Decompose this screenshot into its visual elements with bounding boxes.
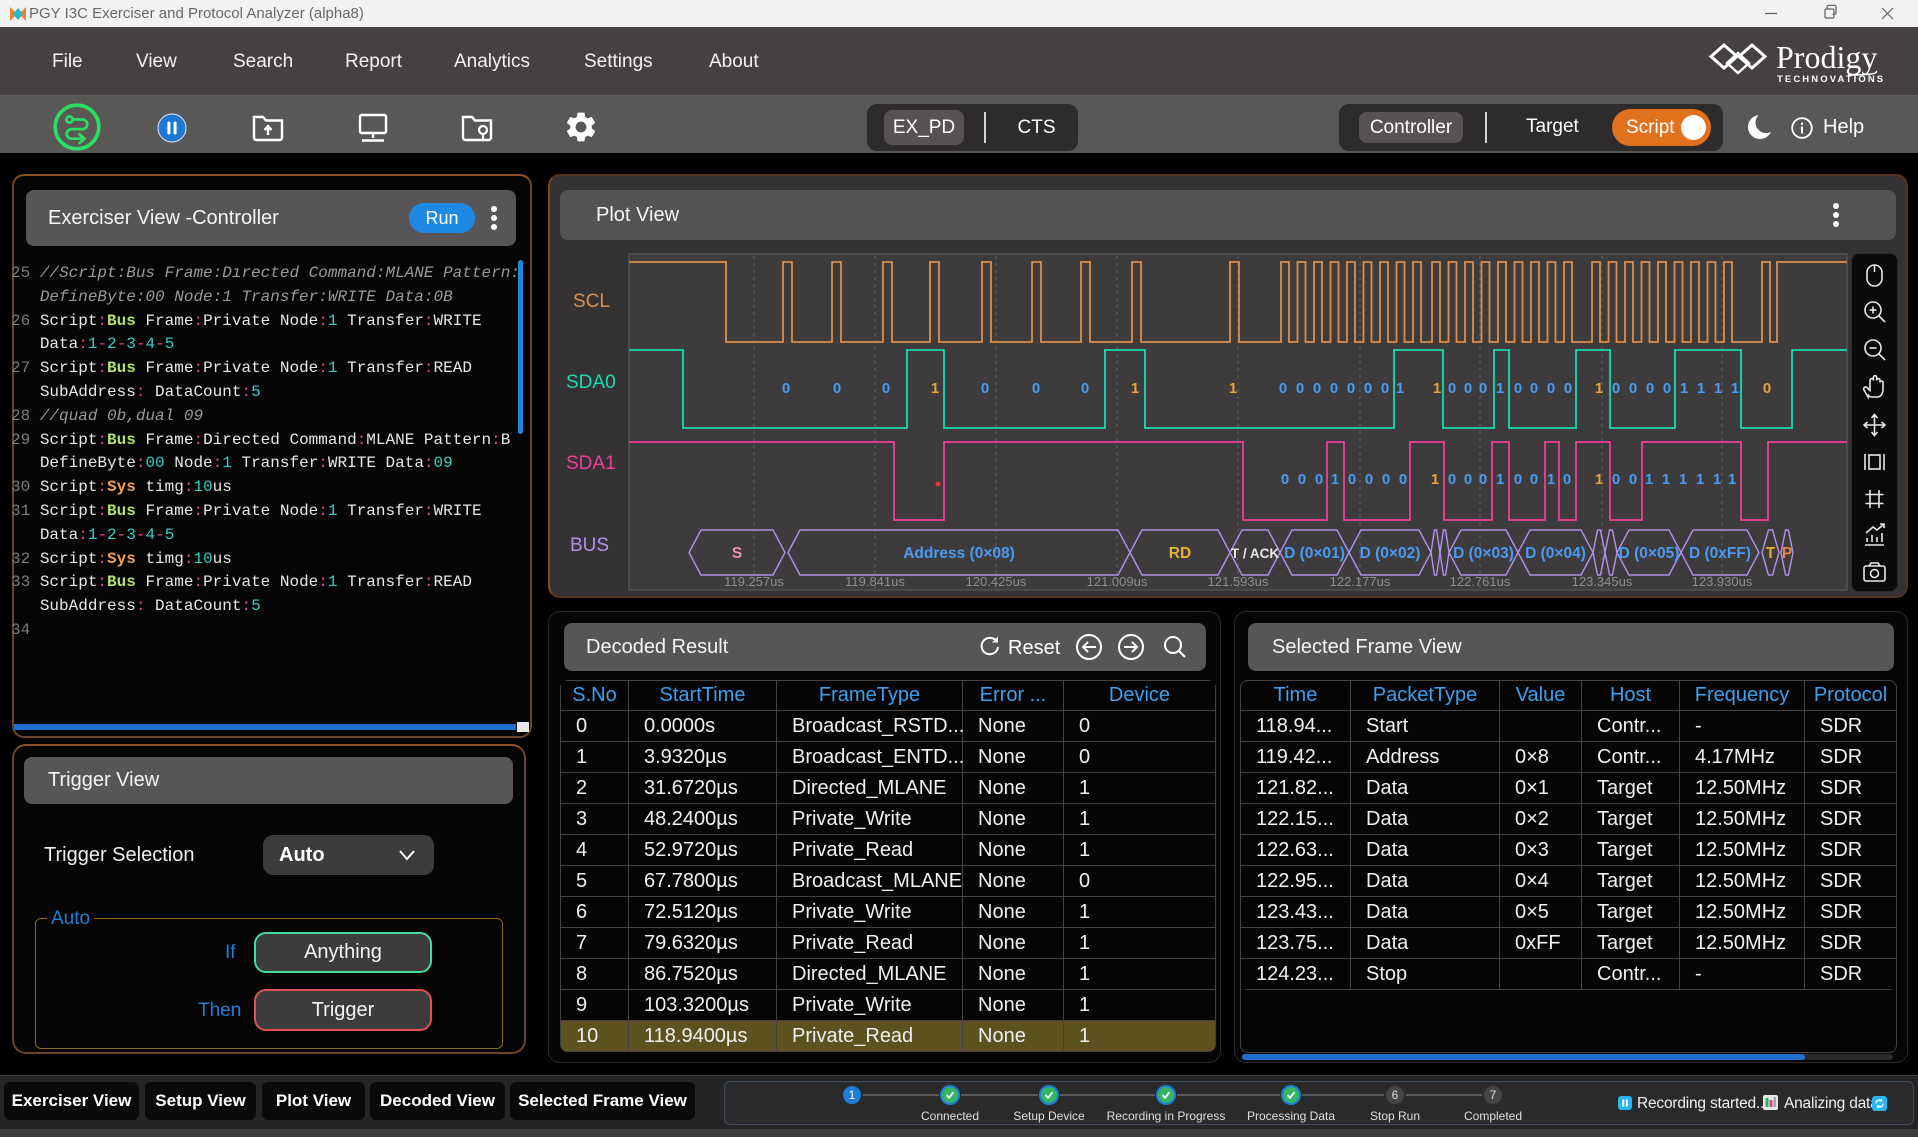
svg-text:0: 0 bbox=[1381, 380, 1389, 397]
svg-text:D (0×05): D (0×05) bbox=[1619, 545, 1680, 562]
svg-text:T / ACK: T / ACK bbox=[1231, 546, 1279, 561]
svg-text:SCL: SCL bbox=[573, 291, 610, 312]
svg-text:121.593us: 121.593us bbox=[1208, 574, 1269, 589]
svg-text:0: 0 bbox=[1315, 471, 1323, 488]
svg-text:0: 0 bbox=[1479, 471, 1487, 488]
svg-text:Prodigy: Prodigy bbox=[1776, 40, 1877, 75]
svg-text:D (0×01): D (0×01) bbox=[1284, 545, 1345, 562]
svg-text:122.761us: 122.761us bbox=[1450, 574, 1511, 589]
svg-text:1: 1 bbox=[931, 380, 939, 397]
svg-text:P: P bbox=[1782, 545, 1792, 562]
svg-text:0: 0 bbox=[1313, 380, 1321, 397]
svg-text:RD: RD bbox=[1169, 545, 1191, 562]
svg-text:T: T bbox=[1766, 545, 1776, 562]
svg-text:1: 1 bbox=[1431, 471, 1439, 488]
svg-text:BUS: BUS bbox=[570, 535, 609, 556]
svg-text:Address (0×08): Address (0×08) bbox=[903, 545, 1015, 562]
svg-text:0: 0 bbox=[1547, 380, 1555, 397]
svg-text:SDA1: SDA1 bbox=[566, 453, 616, 474]
svg-text:0: 0 bbox=[1382, 471, 1390, 488]
svg-text:0: 0 bbox=[1364, 380, 1372, 397]
svg-text:1: 1 bbox=[1595, 380, 1603, 397]
svg-text:SDA0: SDA0 bbox=[566, 372, 616, 393]
svg-text:0: 0 bbox=[1032, 380, 1040, 397]
svg-text:0: 0 bbox=[1563, 471, 1571, 488]
svg-text:0: 0 bbox=[1612, 380, 1620, 397]
svg-text:1: 1 bbox=[1696, 471, 1704, 488]
svg-text:0: 0 bbox=[1564, 380, 1572, 397]
svg-text:D (0×04): D (0×04) bbox=[1525, 545, 1586, 562]
svg-text:1: 1 bbox=[1496, 471, 1504, 488]
svg-text:120.425us: 120.425us bbox=[966, 574, 1027, 589]
svg-text:1: 1 bbox=[1645, 471, 1653, 488]
svg-text:0: 0 bbox=[1663, 380, 1671, 397]
svg-text:0: 0 bbox=[1347, 380, 1355, 397]
svg-text:1: 1 bbox=[1731, 380, 1739, 397]
svg-text:0: 0 bbox=[1763, 380, 1771, 397]
svg-text:0: 0 bbox=[1514, 471, 1522, 488]
svg-text:1: 1 bbox=[1595, 471, 1603, 488]
svg-text:0: 0 bbox=[1365, 471, 1373, 488]
svg-text:0: 0 bbox=[833, 380, 841, 397]
svg-text:D (0×03): D (0×03) bbox=[1453, 545, 1514, 562]
svg-text:0: 0 bbox=[782, 380, 790, 397]
svg-text:1: 1 bbox=[1131, 380, 1139, 397]
svg-text:1: 1 bbox=[1697, 380, 1705, 397]
svg-text:0: 0 bbox=[1298, 471, 1306, 488]
svg-text:0: 0 bbox=[1464, 380, 1472, 397]
svg-text:121.009us: 121.009us bbox=[1087, 574, 1148, 589]
svg-text:0: 0 bbox=[1279, 380, 1287, 397]
svg-text:0: 0 bbox=[1530, 471, 1538, 488]
svg-text:1: 1 bbox=[1547, 471, 1555, 488]
svg-text:0: 0 bbox=[1646, 380, 1654, 397]
svg-text:0: 0 bbox=[1514, 380, 1522, 397]
svg-text:0: 0 bbox=[1479, 380, 1487, 397]
svg-text:0: 0 bbox=[1296, 380, 1304, 397]
svg-text:0: 0 bbox=[981, 380, 989, 397]
svg-text:123.345us: 123.345us bbox=[1572, 574, 1633, 589]
svg-text:0: 0 bbox=[1448, 380, 1456, 397]
svg-text:1: 1 bbox=[1229, 380, 1237, 397]
svg-text:1: 1 bbox=[1331, 471, 1339, 488]
svg-text:0: 0 bbox=[1081, 380, 1089, 397]
svg-text:122.177us: 122.177us bbox=[1330, 574, 1391, 589]
svg-text:0: 0 bbox=[882, 380, 890, 397]
svg-text:0: 0 bbox=[1399, 471, 1407, 488]
svg-text:0: 0 bbox=[1629, 471, 1637, 488]
svg-text:D (0xFF): D (0xFF) bbox=[1689, 545, 1751, 562]
svg-text:S: S bbox=[732, 545, 742, 562]
svg-text:119.841us: 119.841us bbox=[845, 574, 905, 589]
svg-text:0: 0 bbox=[1530, 380, 1538, 397]
svg-text:0: 0 bbox=[1330, 380, 1338, 397]
svg-text:1: 1 bbox=[1496, 380, 1504, 397]
svg-text:1: 1 bbox=[1396, 380, 1404, 397]
svg-text:1: 1 bbox=[1714, 380, 1722, 397]
svg-text:0: 0 bbox=[1464, 471, 1472, 488]
svg-text:119.257us: 119.257us bbox=[724, 574, 784, 589]
svg-text:1: 1 bbox=[1713, 471, 1721, 488]
svg-text:0: 0 bbox=[1448, 471, 1456, 488]
svg-text:0: 0 bbox=[1348, 471, 1356, 488]
svg-text:0: 0 bbox=[1281, 471, 1289, 488]
svg-text:123.930us: 123.930us bbox=[1692, 574, 1753, 589]
svg-text:0: 0 bbox=[1612, 471, 1620, 488]
svg-text:1: 1 bbox=[1679, 471, 1687, 488]
svg-text:D (0×02): D (0×02) bbox=[1360, 545, 1421, 562]
svg-text:0: 0 bbox=[1629, 380, 1637, 397]
svg-text:Reset: Reset bbox=[1008, 637, 1061, 659]
svg-text:1: 1 bbox=[1433, 380, 1441, 397]
svg-text:TECHNOVATIONS: TECHNOVATIONS bbox=[1777, 74, 1885, 85]
svg-text:1: 1 bbox=[1728, 471, 1736, 488]
svg-text:1: 1 bbox=[1662, 471, 1670, 488]
svg-text:1: 1 bbox=[1680, 380, 1688, 397]
